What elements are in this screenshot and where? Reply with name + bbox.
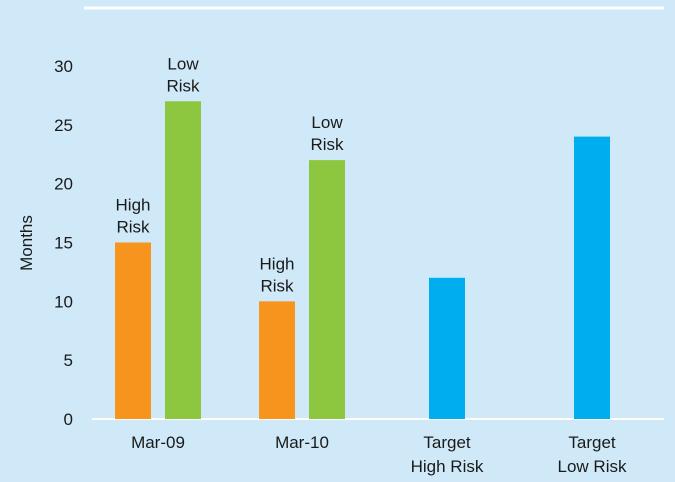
- x-category-label: Target: [423, 433, 471, 452]
- x-category-label: Low Risk: [558, 457, 627, 476]
- bar: [165, 101, 201, 420]
- x-axis-labels: Mar-09 Mar-10 Target High Risk Target Low Ris…: [131, 433, 627, 476]
- bar-data-label: Risk: [310, 135, 344, 154]
- bar: [259, 301, 295, 419]
- bar-data-label: Risk: [166, 76, 200, 95]
- bar: [309, 160, 345, 419]
- x-category-label: Target: [568, 433, 616, 452]
- bar-data-label: Low: [167, 54, 199, 73]
- bar: [574, 136, 610, 419]
- bar-labels: High Risk Low Risk High Risk Low Risk: [116, 54, 345, 295]
- bar-data-label: Low: [311, 113, 343, 132]
- x-category-label: High Risk: [411, 457, 484, 476]
- y-tick-label: 10: [54, 292, 73, 311]
- bar-data-label: High: [116, 196, 151, 215]
- bar-data-label: Risk: [116, 218, 150, 237]
- x-category-label: Mar-10: [275, 433, 329, 452]
- y-tick-label: 5: [64, 351, 73, 370]
- x-category-label: Mar-09: [131, 433, 185, 452]
- y-axis-ticks: 0 5 10 15 20 25 30: [54, 57, 73, 429]
- y-tick-label: 30: [54, 57, 73, 76]
- y-axis-title: Months: [17, 215, 36, 271]
- bar: [115, 242, 151, 419]
- bar: [429, 277, 465, 419]
- y-tick-label: 25: [54, 116, 73, 135]
- y-tick-label: 0: [64, 410, 73, 429]
- bar-data-label: High: [260, 254, 295, 273]
- bars: [115, 101, 610, 420]
- bar-data-label: Risk: [260, 276, 294, 295]
- y-tick-label: 20: [54, 175, 73, 194]
- y-tick-label: 15: [54, 234, 73, 253]
